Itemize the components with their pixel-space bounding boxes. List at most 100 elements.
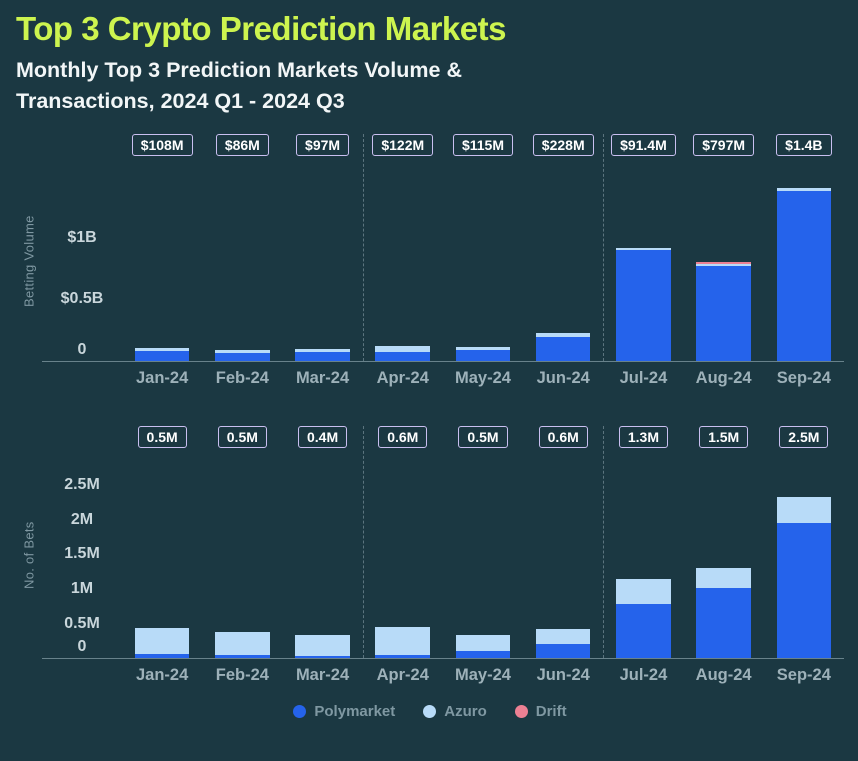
bar-value-label: 2.5M <box>779 426 829 449</box>
bar-segment-azuro <box>776 188 832 191</box>
chart-main: 0 $0.5B $1B $108M $86M $97M $122M $115M $228M $9… <box>42 134 844 388</box>
bar-column: $1.4B <box>764 134 844 362</box>
bar-segment-polymarket <box>134 351 190 362</box>
x-tick-label: Mar-24 <box>295 369 350 388</box>
plot-area: 0.5M 0.5M 0.4M 0.6M 0.5M 0.6M 1.3M 1.5M 2.5M <box>122 426 844 659</box>
y-tick-label: 0.5M <box>64 614 100 632</box>
bar-value-label: 0.5M <box>458 426 508 449</box>
y-axis-title-no-of-bets: No. of Bets <box>21 521 37 590</box>
bar-column: $86M <box>202 134 282 362</box>
bar-segment-polymarket <box>215 655 270 659</box>
bar-segment-azuro <box>535 629 591 645</box>
polymarket-swatch-icon <box>293 705 307 719</box>
bar-column: $97M <box>282 134 362 362</box>
y-tick-label: 2.5M <box>64 476 100 494</box>
stacked-bar <box>696 262 751 362</box>
bar-column: 0.6M <box>363 426 443 659</box>
x-tick-label: Aug-24 <box>695 369 752 388</box>
bar-column: $122M <box>363 134 443 362</box>
stacked-bar <box>295 634 350 659</box>
stacked-bar <box>696 568 751 659</box>
bar-value-label: $86M <box>215 134 269 157</box>
bar-column: 0.6M <box>523 426 603 659</box>
bar-column: 0.5M <box>202 426 282 659</box>
bar-value-label: $91.4M <box>611 134 676 157</box>
bar-column: 1.3M <box>603 426 683 659</box>
legend: Polymarket Azuro Drift <box>16 703 844 720</box>
bar-segment-azuro <box>134 347 190 352</box>
stacked-bar <box>455 634 511 659</box>
bar-column: 2.5M <box>764 426 844 659</box>
bar-segment-polymarket <box>295 655 350 659</box>
bar-segment-polymarket <box>696 266 751 362</box>
x-tick-label: May-24 <box>455 369 511 388</box>
y-tick-label: 0 <box>77 341 87 359</box>
y-tick-label: $1B <box>67 228 97 246</box>
bar-value-label: $122M <box>372 134 434 157</box>
bar-segment-polymarket <box>455 651 511 659</box>
stacked-bar <box>134 627 190 659</box>
legend-item-polymarket: Polymarket <box>293 703 395 720</box>
bar-column: 0.5M <box>122 426 202 659</box>
bar-segment-azuro <box>696 264 751 267</box>
bar-segment-azuro <box>616 578 671 605</box>
x-tick-label: Jul-24 <box>619 369 668 388</box>
bar-segment-polymarket <box>295 352 350 362</box>
x-tick-label: Feb-24 <box>215 666 269 685</box>
bar-segment-polymarket <box>776 523 832 659</box>
bar-value-label: 1.3M <box>618 426 668 449</box>
quarter-separator <box>362 426 364 659</box>
quarter-separator <box>603 426 605 659</box>
bar-value-label: 1.5M <box>699 426 749 449</box>
stacked-bar <box>535 332 591 362</box>
bar-segment-polymarket <box>375 655 431 659</box>
x-tick-label: Apr-24 <box>376 369 429 388</box>
stacked-bar <box>616 578 671 659</box>
bar-segment-polymarket <box>696 587 751 659</box>
stacked-bar <box>134 347 190 362</box>
bar-value-label: 0.6M <box>538 426 588 449</box>
bar-segment-azuro <box>295 634 350 656</box>
bar-segment-azuro <box>375 346 431 352</box>
stacked-bar <box>295 349 350 362</box>
x-tick-label: Sep-24 <box>776 666 831 685</box>
bar-value-label: $115M <box>452 134 513 157</box>
bar-value-label: 0.5M <box>217 426 267 449</box>
bar-segment-polymarket <box>776 190 832 362</box>
bar-segment-polymarket <box>375 351 431 362</box>
y-tick-label: 2M <box>70 510 94 528</box>
y-tick-label: $0.5B <box>60 290 104 308</box>
bar-segment-azuro <box>375 626 431 656</box>
page-title: Top 3 Crypto Prediction Markets <box>16 10 506 47</box>
stacked-bar <box>455 346 511 362</box>
legend-label-drift: Drift <box>535 703 567 721</box>
bar-segment-azuro <box>215 350 270 354</box>
bar-segment-azuro <box>295 349 350 353</box>
y-axis-ticks: 0 0.5M 1M 1.5M 2M 2.5M <box>42 426 122 658</box>
x-tick-label: Jun-24 <box>536 369 590 388</box>
legend-item-drift: Drift <box>514 703 567 721</box>
betting-volume-chart: Betting Volume 0 $0.5B $1B $108M $86M $97M $1… <box>16 134 844 388</box>
y-axis-title-betting-volume: Betting Volume <box>21 215 37 307</box>
chart-main: 0 0.5M 1M 1.5M 2M 2.5M 0.5M 0.5M 0.4M 0.6M 0.5M 0.… <box>42 426 844 685</box>
x-tick-label: Jul-24 <box>619 666 668 685</box>
bar-value-label: 0.5M <box>137 426 187 449</box>
stacked-bar <box>776 497 832 659</box>
quarter-separator <box>362 134 364 362</box>
bar-segment-azuro <box>535 332 591 337</box>
legend-label-azuro: Azuro <box>444 703 487 721</box>
x-tick-label: Jun-24 <box>536 666 590 685</box>
bar-segment-azuro <box>134 627 190 654</box>
x-axis-labels: Jan-24 Feb-24 Mar-24 Apr-24 May-24 Jun-24 Jul-… <box>42 666 844 685</box>
bar-value-label: 0.6M <box>378 426 428 449</box>
bar-value-label: $97M <box>296 134 350 157</box>
stacked-bar <box>776 188 832 362</box>
bar-column: $797M <box>684 134 764 362</box>
page: Top 3 Crypto Prediction Markets Monthly … <box>16 10 844 720</box>
x-tick-label: Sep-24 <box>776 369 831 388</box>
bar-segment-azuro <box>455 634 511 652</box>
bar-value-label: $797M <box>693 134 755 157</box>
bar-segment-azuro <box>455 346 511 350</box>
bar-segment-drift <box>696 262 751 265</box>
bar-column: 0.4M <box>282 426 362 659</box>
